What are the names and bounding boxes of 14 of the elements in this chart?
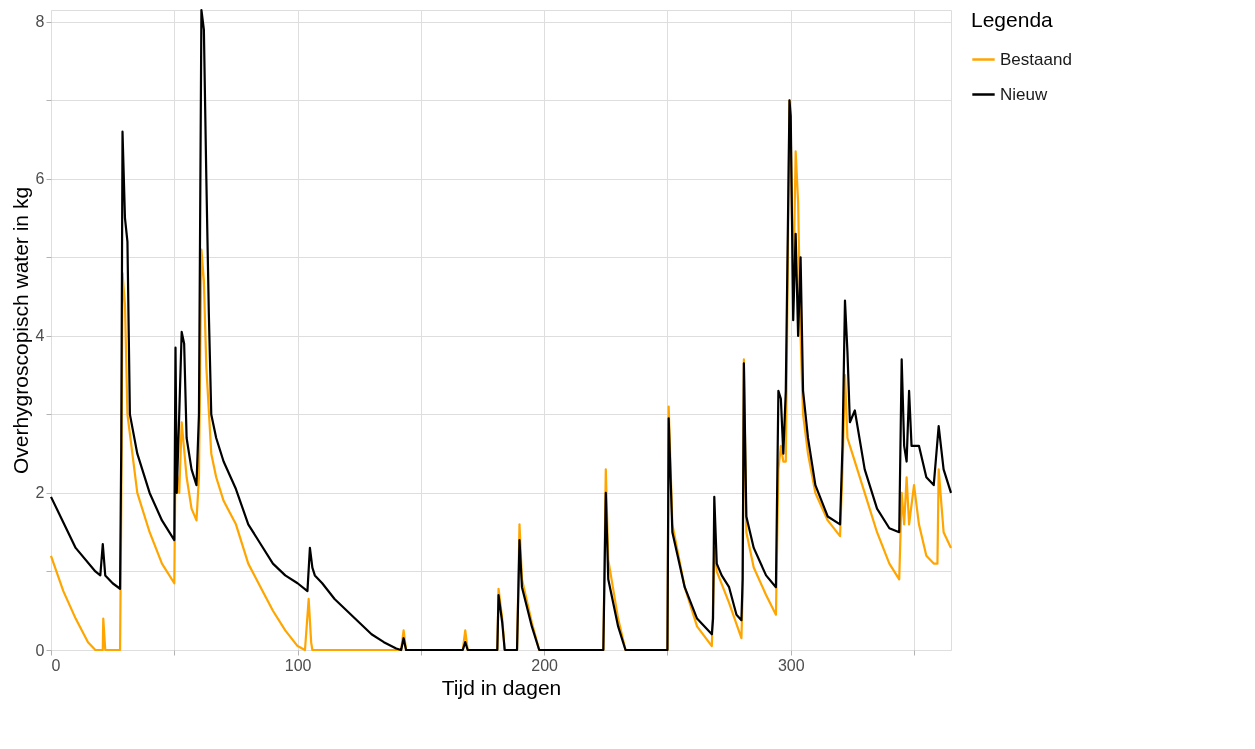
y-tick-label: 4 (35, 327, 45, 345)
x-tick-label: 200 (531, 656, 559, 674)
x-axis-title: Tijd in dagen (441, 675, 562, 699)
y-axis-title: Overhygroscopisch water in kg (8, 186, 32, 475)
y-tick-label: 2 (35, 484, 45, 502)
x-tick-label: 0 (51, 656, 61, 674)
legend-title: Legenda (971, 8, 1054, 31)
x-tick-label: 100 (284, 656, 312, 674)
y-tick-label: 0 (35, 641, 45, 659)
y-tick-label: 8 (35, 13, 45, 31)
legend-label: Bestaand (1000, 49, 1072, 69)
legend-label: Nieuw (1000, 84, 1048, 104)
y-tick-label: 6 (35, 170, 45, 188)
x-tick-label: 300 (777, 656, 805, 674)
